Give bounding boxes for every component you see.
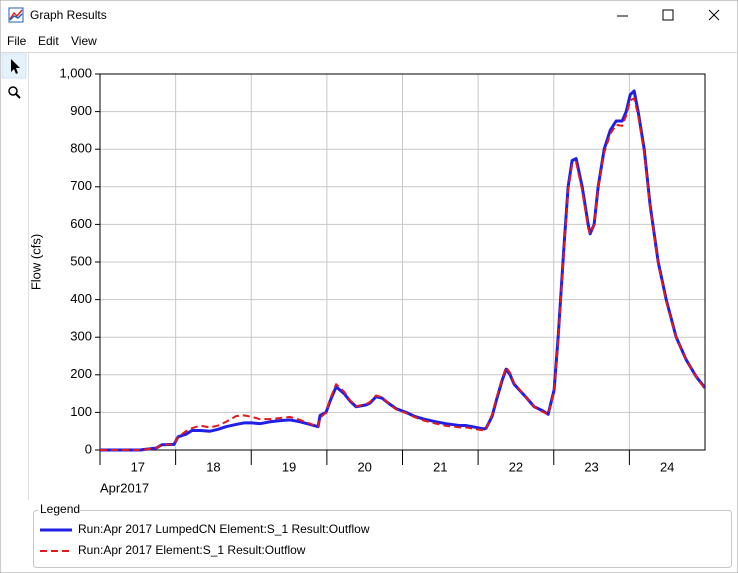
legend-label: Run:Apr 2017 LumpedCN Element:S_1 Result… (78, 522, 370, 536)
x-tick-label: 20 (357, 459, 371, 474)
plot-border (99, 73, 706, 451)
y-tick-label: 100 (70, 404, 92, 419)
y-tick-label: 200 (70, 366, 92, 381)
window-title: Graph Results (30, 8, 107, 22)
x-tick-label: 24 (660, 459, 674, 474)
y-tick-label: 800 (70, 141, 92, 156)
x-tick-label: 23 (584, 459, 598, 474)
y-tick-label: 1,000 (59, 65, 92, 80)
app-icon (8, 7, 24, 23)
zoom-tool[interactable] (8, 86, 21, 99)
x-tick-label: 21 (433, 459, 447, 474)
y-tick-label: 900 (70, 103, 92, 118)
y-axis-label: Flow (cfs) (28, 234, 43, 290)
y-tick-label: 0 (85, 441, 92, 456)
close-button[interactable] (708, 9, 720, 21)
y-tick-label: 300 (70, 329, 92, 344)
menu-item[interactable]: Edit (38, 34, 59, 48)
legend-title: Legend (40, 502, 80, 516)
x-tick-label: 18 (206, 459, 220, 474)
pointer-icon (11, 59, 20, 74)
menu-item[interactable]: View (71, 34, 97, 48)
series-line (100, 97, 706, 451)
legend-frame (33, 510, 732, 568)
x-tick-label: 22 (509, 459, 523, 474)
x-tick-label: 19 (282, 459, 296, 474)
y-tick-label: 600 (70, 216, 92, 231)
legend-label: Run:Apr 2017 Element:S_1 Result:Outflow (78, 543, 306, 557)
x-tick-label: 17 (131, 459, 145, 474)
plot: 0 100 200 300 400 500 600 700 800 900 1,000 17 18 19 2… (28, 65, 707, 495)
y-tick-label: 700 (70, 178, 92, 193)
menu-item[interactable]: File (7, 34, 27, 48)
y-tick-label: 500 (70, 253, 92, 268)
series-line (100, 89, 707, 452)
legend-title-bg (38, 504, 80, 516)
y-tick-label: 400 (70, 291, 92, 306)
x-period-label: Apr2017 (100, 480, 149, 495)
maximize-button[interactable] (662, 9, 674, 21)
